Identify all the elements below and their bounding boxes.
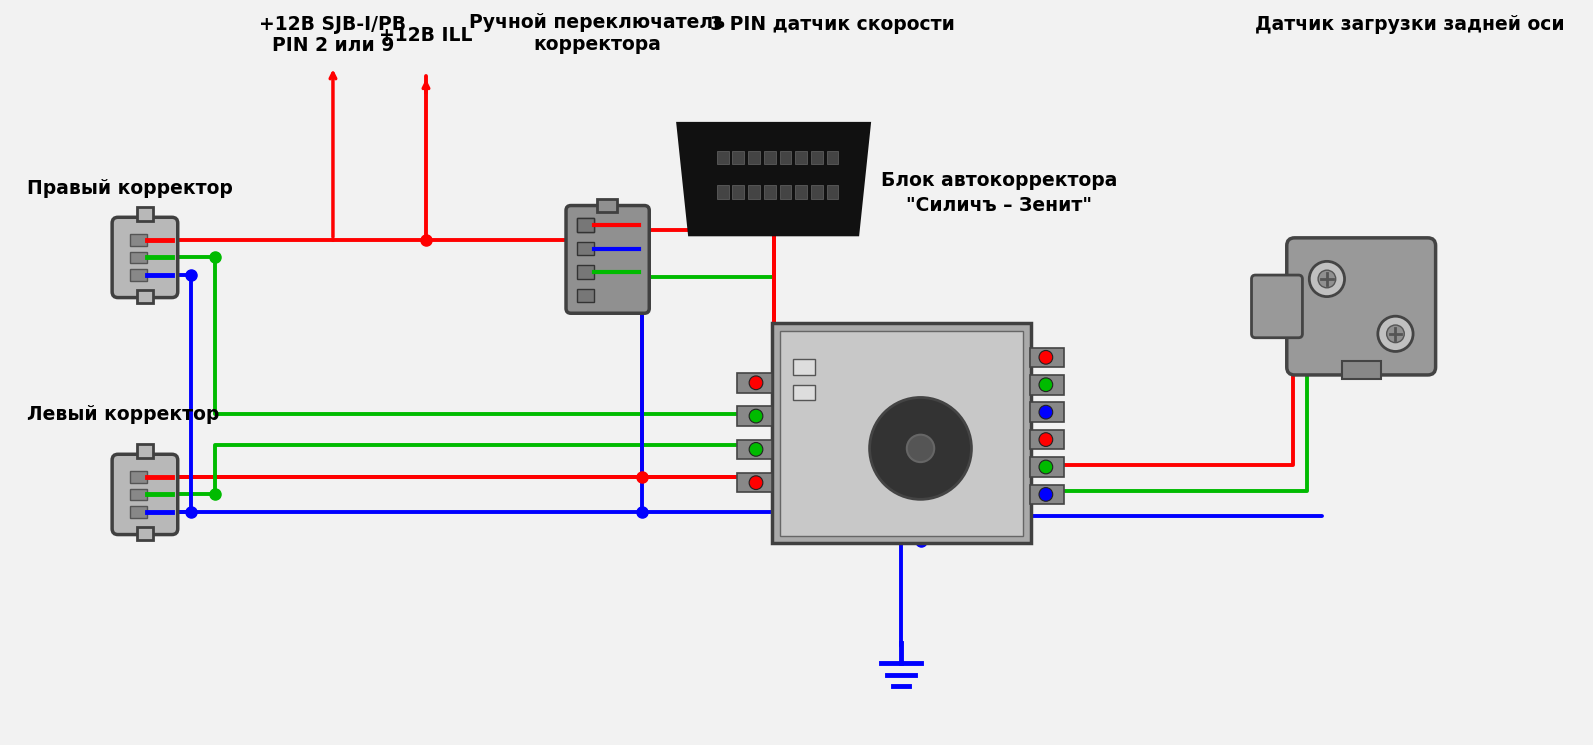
Bar <box>763 185 776 199</box>
Text: +12В ILL: +12В ILL <box>379 26 473 45</box>
Bar <box>827 150 838 165</box>
Bar <box>793 384 814 400</box>
Bar <box>779 331 1023 536</box>
FancyBboxPatch shape <box>1252 275 1303 337</box>
FancyBboxPatch shape <box>1287 238 1435 375</box>
Circle shape <box>1039 405 1053 419</box>
Bar <box>1341 361 1381 379</box>
Bar <box>779 150 792 165</box>
FancyBboxPatch shape <box>112 218 178 297</box>
Text: Ручной переключатель: Ручной переключатель <box>470 13 725 31</box>
Text: Блок автокорректора: Блок автокорректора <box>881 171 1117 190</box>
Circle shape <box>1039 378 1053 392</box>
Circle shape <box>1039 487 1053 501</box>
Bar <box>763 150 776 165</box>
Bar <box>577 242 594 256</box>
Circle shape <box>749 409 763 423</box>
Bar <box>577 289 594 302</box>
Bar <box>1031 347 1064 367</box>
Text: корректора: корректора <box>534 35 661 54</box>
Bar <box>733 185 744 199</box>
Bar <box>131 269 148 281</box>
Circle shape <box>1309 261 1344 297</box>
Bar <box>795 150 808 165</box>
Bar <box>1031 402 1064 422</box>
Text: "Силичъ – Зенит": "Силичъ – Зенит" <box>906 196 1091 215</box>
Bar <box>738 473 771 492</box>
Bar <box>827 185 838 199</box>
Bar <box>131 252 148 263</box>
Bar <box>577 218 594 232</box>
Circle shape <box>1039 433 1053 446</box>
Bar <box>1031 375 1064 395</box>
Text: +12В SJB-I/PB: +12В SJB-I/PB <box>260 15 406 34</box>
Polygon shape <box>677 123 870 235</box>
FancyBboxPatch shape <box>566 206 650 313</box>
Text: Датчик загрузки задней оси: Датчик загрузки задней оси <box>1255 15 1564 34</box>
Bar <box>131 506 148 518</box>
Bar <box>738 406 771 426</box>
Text: Левый корректор: Левый корректор <box>27 405 220 424</box>
Bar <box>749 150 760 165</box>
Bar <box>597 199 616 212</box>
Bar <box>749 185 760 199</box>
Bar <box>738 440 771 459</box>
FancyBboxPatch shape <box>112 454 178 535</box>
Circle shape <box>749 376 763 390</box>
Circle shape <box>749 443 763 456</box>
Bar <box>577 265 594 279</box>
Bar <box>1031 485 1064 504</box>
Circle shape <box>749 476 763 489</box>
Circle shape <box>906 434 933 462</box>
Circle shape <box>1039 460 1053 474</box>
Bar <box>717 185 728 199</box>
Bar <box>137 290 153 303</box>
Bar <box>733 150 744 165</box>
Bar <box>795 185 808 199</box>
Bar <box>131 471 148 483</box>
Circle shape <box>1317 270 1335 288</box>
Bar <box>717 150 728 165</box>
Circle shape <box>1386 325 1405 343</box>
Text: PIN 2 или 9: PIN 2 или 9 <box>272 36 393 55</box>
Bar <box>1031 457 1064 477</box>
Bar <box>771 323 1031 543</box>
Circle shape <box>1378 316 1413 352</box>
Text: 3 PIN датчик скорости: 3 PIN датчик скорости <box>710 15 954 34</box>
Text: Правый корректор: Правый корректор <box>27 180 233 198</box>
Bar <box>137 445 153 458</box>
Circle shape <box>870 398 972 499</box>
Bar <box>137 527 153 540</box>
Bar <box>137 208 153 221</box>
Bar <box>131 489 148 501</box>
Bar <box>1031 430 1064 449</box>
Circle shape <box>1039 350 1053 364</box>
Bar <box>811 150 822 165</box>
Bar <box>131 234 148 246</box>
Bar <box>738 373 771 393</box>
Bar <box>811 185 822 199</box>
Bar <box>779 185 792 199</box>
Bar <box>577 218 594 232</box>
Bar <box>793 359 814 375</box>
